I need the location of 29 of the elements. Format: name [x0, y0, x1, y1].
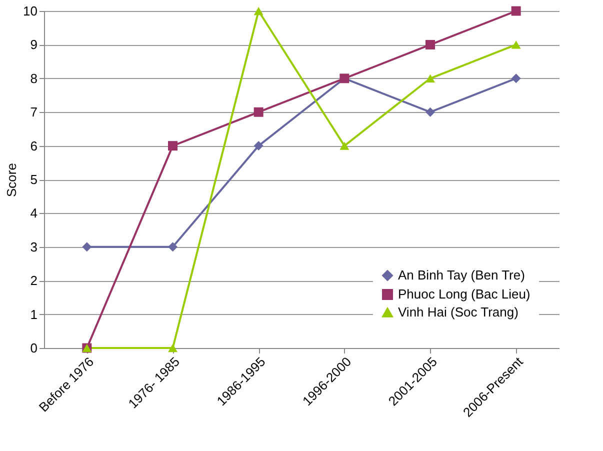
point	[254, 141, 264, 151]
point	[426, 107, 435, 117]
point	[254, 6, 264, 16]
point	[511, 40, 521, 49]
y-tick-label: 2	[30, 273, 38, 288]
y-tick-label: 6	[30, 138, 38, 154]
y-tick-label: 9	[30, 37, 38, 52]
y-tick-label: 10	[23, 4, 38, 18]
point	[168, 141, 178, 151]
y-axis-title: Score	[4, 163, 20, 197]
legend-label: An Binh Tay (Ben Tre)	[398, 268, 525, 282]
legend-label: Vinh Hai (Soc Trang)	[398, 304, 518, 320]
legend-label: Phuoc Long (Bac Lieu)	[398, 286, 530, 302]
point	[254, 107, 264, 117]
point	[426, 74, 435, 83]
point	[340, 142, 350, 150]
point	[82, 242, 92, 252]
point	[426, 40, 435, 50]
point	[511, 74, 521, 84]
y-tick-label: 8	[30, 70, 38, 86]
y-tick-label: 4	[30, 206, 38, 221]
y-tick-label: 7	[30, 104, 38, 120]
y-tick-label: 0	[30, 340, 38, 356]
y-tick-label: 1	[30, 306, 38, 322]
point	[168, 242, 178, 252]
y-tick-label: 3	[30, 239, 38, 254]
point	[511, 6, 521, 16]
y-tick-label: 5	[30, 172, 38, 187]
point	[168, 344, 178, 352]
